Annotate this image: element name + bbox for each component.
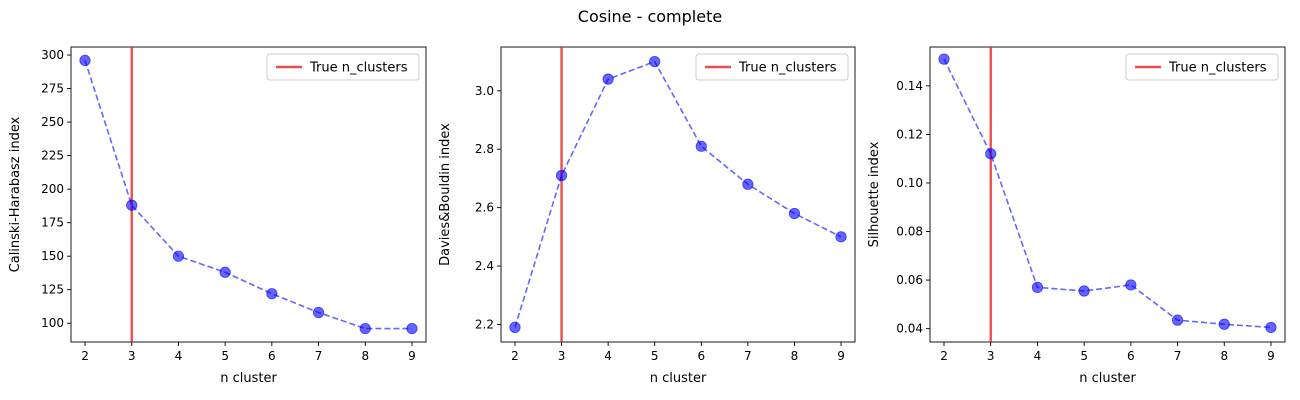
chart-panel-3: 2 3 4 5 6 7 8 9 0.04 0.06 0.08 0.10 0.12 0.14 n cluste…: [867, 46, 1286, 386]
data-point: [509, 321, 521, 333]
y-tick-label: 0.14: [896, 79, 923, 93]
data-point: [1031, 281, 1044, 293]
data-point: [359, 322, 371, 335]
data-point: [1171, 314, 1184, 326]
x-axis-label: n cluster: [220, 371, 277, 386]
y-tick-label: 225: [41, 149, 64, 163]
legend-label: True n_clusters: [1168, 61, 1267, 76]
figure-title: Cosine - complete: [578, 7, 722, 26]
data-point: [312, 306, 325, 319]
data-point: [219, 266, 231, 278]
x-tick-label: 5: [221, 349, 229, 363]
x-tick-label: 6: [1127, 349, 1135, 363]
x-axis-label: n cluster: [650, 371, 707, 386]
legend-box: [1125, 53, 1279, 81]
x-tick-label: 7: [315, 349, 323, 363]
x-tick-label: 9: [837, 349, 845, 363]
legend-label: True n_clusters: [738, 61, 837, 76]
legend-box: [266, 53, 420, 81]
y-tick-label: 125: [41, 283, 64, 297]
y-axis-label: Silhouette index: [867, 141, 882, 247]
data-point: [649, 56, 661, 68]
data-point: [835, 231, 847, 243]
x-tick-label: 5: [1080, 349, 1088, 363]
x-tick-label: 2: [940, 349, 948, 363]
x-tick-label: 2: [81, 349, 89, 363]
y-axis-label: Davies&Bouldin index: [438, 123, 453, 266]
y-tick-label: 2.8: [475, 142, 494, 156]
data-point: [938, 53, 950, 65]
x-tick-label: 4: [1034, 349, 1042, 363]
data-point: [266, 288, 278, 300]
plot-frame: [70, 46, 427, 343]
y-tick-label: 200: [41, 182, 64, 196]
y-tick-label: 2.4: [475, 259, 494, 273]
y-tick-label: 0.12: [896, 127, 923, 141]
series-line: [514, 60, 842, 328]
data-point: [742, 178, 754, 190]
y-tick-label: 300: [41, 48, 64, 62]
y-tick-label: 250: [41, 115, 64, 129]
x-tick-label: 2: [511, 349, 519, 363]
y-tick-label: 150: [41, 249, 64, 263]
data-point: [126, 199, 138, 211]
x-tick-label: 3: [128, 349, 136, 363]
x-tick-label: 3: [987, 349, 995, 363]
data-point: [985, 148, 997, 160]
x-tick-label: 8: [361, 349, 369, 363]
data-point: [555, 169, 568, 182]
data-point: [1265, 321, 1277, 334]
plot-frame: [500, 46, 856, 343]
data-point: [79, 54, 91, 67]
x-tick-label: 9: [408, 349, 416, 363]
y-tick-label: 0.04: [896, 322, 923, 336]
chart-panel-1: 2 3 4 5 6 7 8 9 100 125 150 175 200 225 250 275 300 n clu…: [8, 46, 427, 386]
y-axis-label: Calinski-Harabasz index: [8, 116, 23, 272]
data-point: [172, 250, 185, 262]
y-tick-label: 2.2: [475, 317, 494, 331]
y-tick-label: 275: [41, 82, 64, 96]
data-point: [406, 322, 418, 335]
data-point: [1125, 279, 1137, 291]
x-tick-label: 4: [175, 349, 183, 363]
y-tick-label: 2.6: [475, 201, 494, 215]
y-tick-label: 0.06: [896, 273, 923, 287]
x-tick-label: 7: [1174, 349, 1182, 363]
x-tick-label: 5: [651, 349, 659, 363]
x-tick-label: 3: [558, 349, 566, 363]
x-tick-label: 8: [791, 349, 799, 363]
y-tick-label: 100: [41, 316, 64, 330]
legend-label: True n_clusters: [309, 61, 408, 76]
legend-box: [695, 53, 849, 81]
data-point: [602, 73, 614, 85]
data-point: [788, 207, 801, 220]
plot-frame: [929, 46, 1286, 343]
x-tick-label: 9: [1267, 349, 1275, 363]
series-line: [943, 58, 1272, 329]
y-tick-label: 3.0: [475, 84, 494, 98]
data-point: [1218, 318, 1230, 330]
data-point: [1078, 285, 1090, 297]
x-tick-label: 8: [1220, 349, 1228, 363]
x-tick-label: 4: [604, 349, 612, 363]
x-tick-label: 6: [697, 349, 705, 363]
y-tick-label: 175: [41, 216, 64, 230]
data-point: [695, 140, 707, 152]
chart-panel-2: 2 3 4 5 6 7 8 9 2.2 2.4 2.6 2.8 3.0 n cluster Davies&B…: [438, 46, 856, 386]
x-tick-label: 7: [744, 349, 752, 363]
y-tick-label: 0.08: [896, 225, 923, 239]
x-tick-label: 6: [268, 349, 276, 363]
x-axis-label: n cluster: [1079, 371, 1136, 386]
y-tick-label: 0.10: [896, 176, 923, 190]
series-line: [84, 60, 412, 330]
